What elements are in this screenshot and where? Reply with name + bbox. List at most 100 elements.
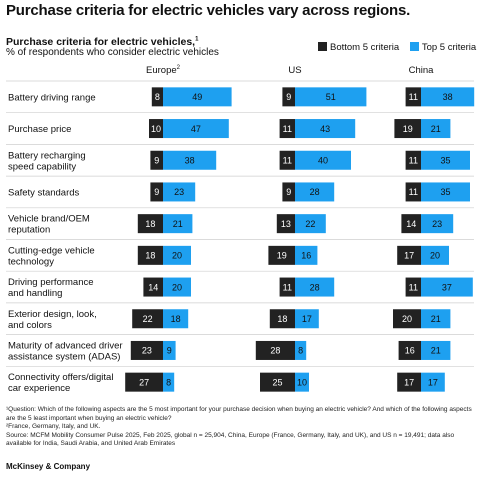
bar-top5 bbox=[163, 277, 191, 297]
value-label-bottom5: 20 bbox=[402, 314, 412, 324]
bar-top5 bbox=[295, 309, 319, 329]
bar-top5 bbox=[295, 245, 318, 265]
value-label-top5: 38 bbox=[185, 155, 195, 165]
value-label-top5: 9 bbox=[167, 346, 172, 356]
bar-top5 bbox=[163, 309, 189, 329]
value-label-bottom5: 11 bbox=[409, 282, 418, 292]
bar-bottom5 bbox=[279, 277, 295, 297]
value-label-bottom5: 9 bbox=[286, 92, 291, 102]
legend-item-bottom: Bottom 5 criteria bbox=[318, 42, 399, 53]
value-label-top5: 38 bbox=[443, 92, 453, 102]
bar-bottom5 bbox=[405, 182, 421, 202]
row-label-line: and colors bbox=[8, 320, 52, 331]
bar-bottom5 bbox=[397, 245, 421, 265]
value-label-bottom5: 11 bbox=[283, 124, 292, 134]
column-header-us-label: US bbox=[288, 65, 302, 76]
value-label-bottom5: 28 bbox=[270, 346, 280, 356]
row-label: Battery driving range bbox=[8, 92, 96, 103]
bar-bottom5 bbox=[405, 277, 421, 297]
value-label-bottom5: 11 bbox=[283, 282, 292, 292]
value-label-bottom5: 14 bbox=[406, 219, 416, 229]
legend-label-top: Top 5 criteria bbox=[421, 42, 477, 53]
bar-top5 bbox=[295, 182, 335, 202]
bar-top5 bbox=[421, 214, 454, 234]
bar-bottom5 bbox=[279, 119, 295, 139]
bar-top5 bbox=[163, 87, 232, 107]
bar-bottom5 bbox=[276, 214, 295, 234]
value-label-top5: 40 bbox=[318, 155, 328, 165]
bar-top5 bbox=[421, 277, 473, 297]
value-label-top5: 10 bbox=[297, 377, 307, 387]
bar-bottom5 bbox=[151, 87, 163, 107]
value-label-top5: 18 bbox=[171, 314, 181, 324]
row-label: Driving performance and handling bbox=[8, 277, 94, 299]
value-label-bottom5: 8 bbox=[155, 92, 160, 102]
footnote-europe: ²France, Germany, Italy, and UK. bbox=[6, 423, 101, 430]
bar-bottom5 bbox=[282, 87, 295, 107]
value-label-bottom5: 18 bbox=[145, 219, 155, 229]
bar-bottom5 bbox=[130, 340, 163, 360]
value-label-bottom5: 19 bbox=[403, 124, 413, 134]
bar-bottom5 bbox=[260, 372, 295, 392]
value-label-top5: 23 bbox=[174, 187, 184, 197]
bar-top5 bbox=[163, 372, 175, 392]
column-header-china-label: China bbox=[408, 65, 434, 76]
value-label-bottom5: 9 bbox=[286, 187, 291, 197]
subtitle-text: Purchase criteria for electric vehicles, bbox=[6, 36, 196, 48]
bar-bottom5 bbox=[397, 372, 421, 392]
bar-top5 bbox=[295, 340, 307, 360]
bar-bottom5 bbox=[394, 119, 421, 139]
bar-top5 bbox=[421, 340, 451, 360]
bar-top5 bbox=[163, 245, 191, 265]
row-label-line: and handling bbox=[8, 288, 62, 299]
value-label-top5: 37 bbox=[442, 282, 452, 292]
column-header-us: US bbox=[288, 65, 301, 76]
bar-top5 bbox=[295, 372, 309, 392]
value-label-bottom5: 16 bbox=[405, 346, 415, 356]
value-label-top5: 35 bbox=[440, 187, 450, 197]
row-label-line: Exterior design, look, bbox=[8, 309, 97, 320]
legend-item-top: Top 5 criteria bbox=[409, 42, 477, 53]
row-label: Vehicle brand/OEM reputation bbox=[8, 214, 90, 236]
bar-bottom5 bbox=[405, 87, 421, 107]
bar-bottom5 bbox=[255, 340, 295, 360]
value-label-bottom5: 17 bbox=[404, 251, 414, 261]
row-label-line: Safety standards bbox=[8, 187, 80, 198]
value-label-bottom5: 11 bbox=[283, 155, 292, 165]
bar-top5 bbox=[421, 119, 451, 139]
value-label-bottom5: 11 bbox=[409, 187, 418, 197]
value-label-top5: 20 bbox=[172, 251, 182, 261]
bar-top5 bbox=[421, 372, 445, 392]
row-label-line: Driving performance bbox=[8, 277, 94, 288]
row-label-line: Connectivity offers/digital bbox=[8, 372, 113, 383]
bar-bottom5 bbox=[149, 119, 163, 139]
value-label-bottom5: 9 bbox=[154, 187, 159, 197]
bar-bottom5 bbox=[132, 309, 163, 329]
row-label-line: Vehicle brand/OEM bbox=[8, 214, 90, 225]
value-label-top5: 16 bbox=[301, 251, 311, 261]
row-label-line: assistance system (ADAS) bbox=[8, 351, 120, 362]
value-label-bottom5: 25 bbox=[272, 377, 282, 387]
row-label-line: car experience bbox=[8, 383, 70, 394]
bar-bottom5 bbox=[279, 150, 295, 170]
legend-swatch-bottom bbox=[318, 42, 327, 51]
row-label: Purchase price bbox=[8, 124, 71, 135]
row-label: Connectivity offers/digital car experienc… bbox=[8, 372, 113, 394]
bar-top5 bbox=[163, 119, 229, 139]
value-label-top5: 22 bbox=[305, 219, 315, 229]
row-label-line: Maturity of advanced driver bbox=[8, 340, 123, 351]
units-label: % of respondents who consider electric v… bbox=[6, 47, 219, 58]
bar-bottom5 bbox=[143, 277, 163, 297]
bar-bottom5 bbox=[269, 309, 295, 329]
bar-top5 bbox=[295, 119, 356, 139]
row-label-line: speed capability bbox=[8, 161, 76, 172]
value-label-bottom5: 23 bbox=[142, 346, 152, 356]
row-label-line: reputation bbox=[8, 225, 50, 236]
value-label-bottom5: 11 bbox=[409, 155, 418, 165]
value-label-bottom5: 18 bbox=[277, 314, 287, 324]
value-label-bottom5: 11 bbox=[409, 92, 418, 102]
row-label-line: Battery driving range bbox=[8, 92, 96, 103]
value-label-bottom5: 19 bbox=[277, 251, 287, 261]
value-label-top5: 21 bbox=[431, 314, 441, 324]
bar-bottom5 bbox=[398, 340, 421, 360]
